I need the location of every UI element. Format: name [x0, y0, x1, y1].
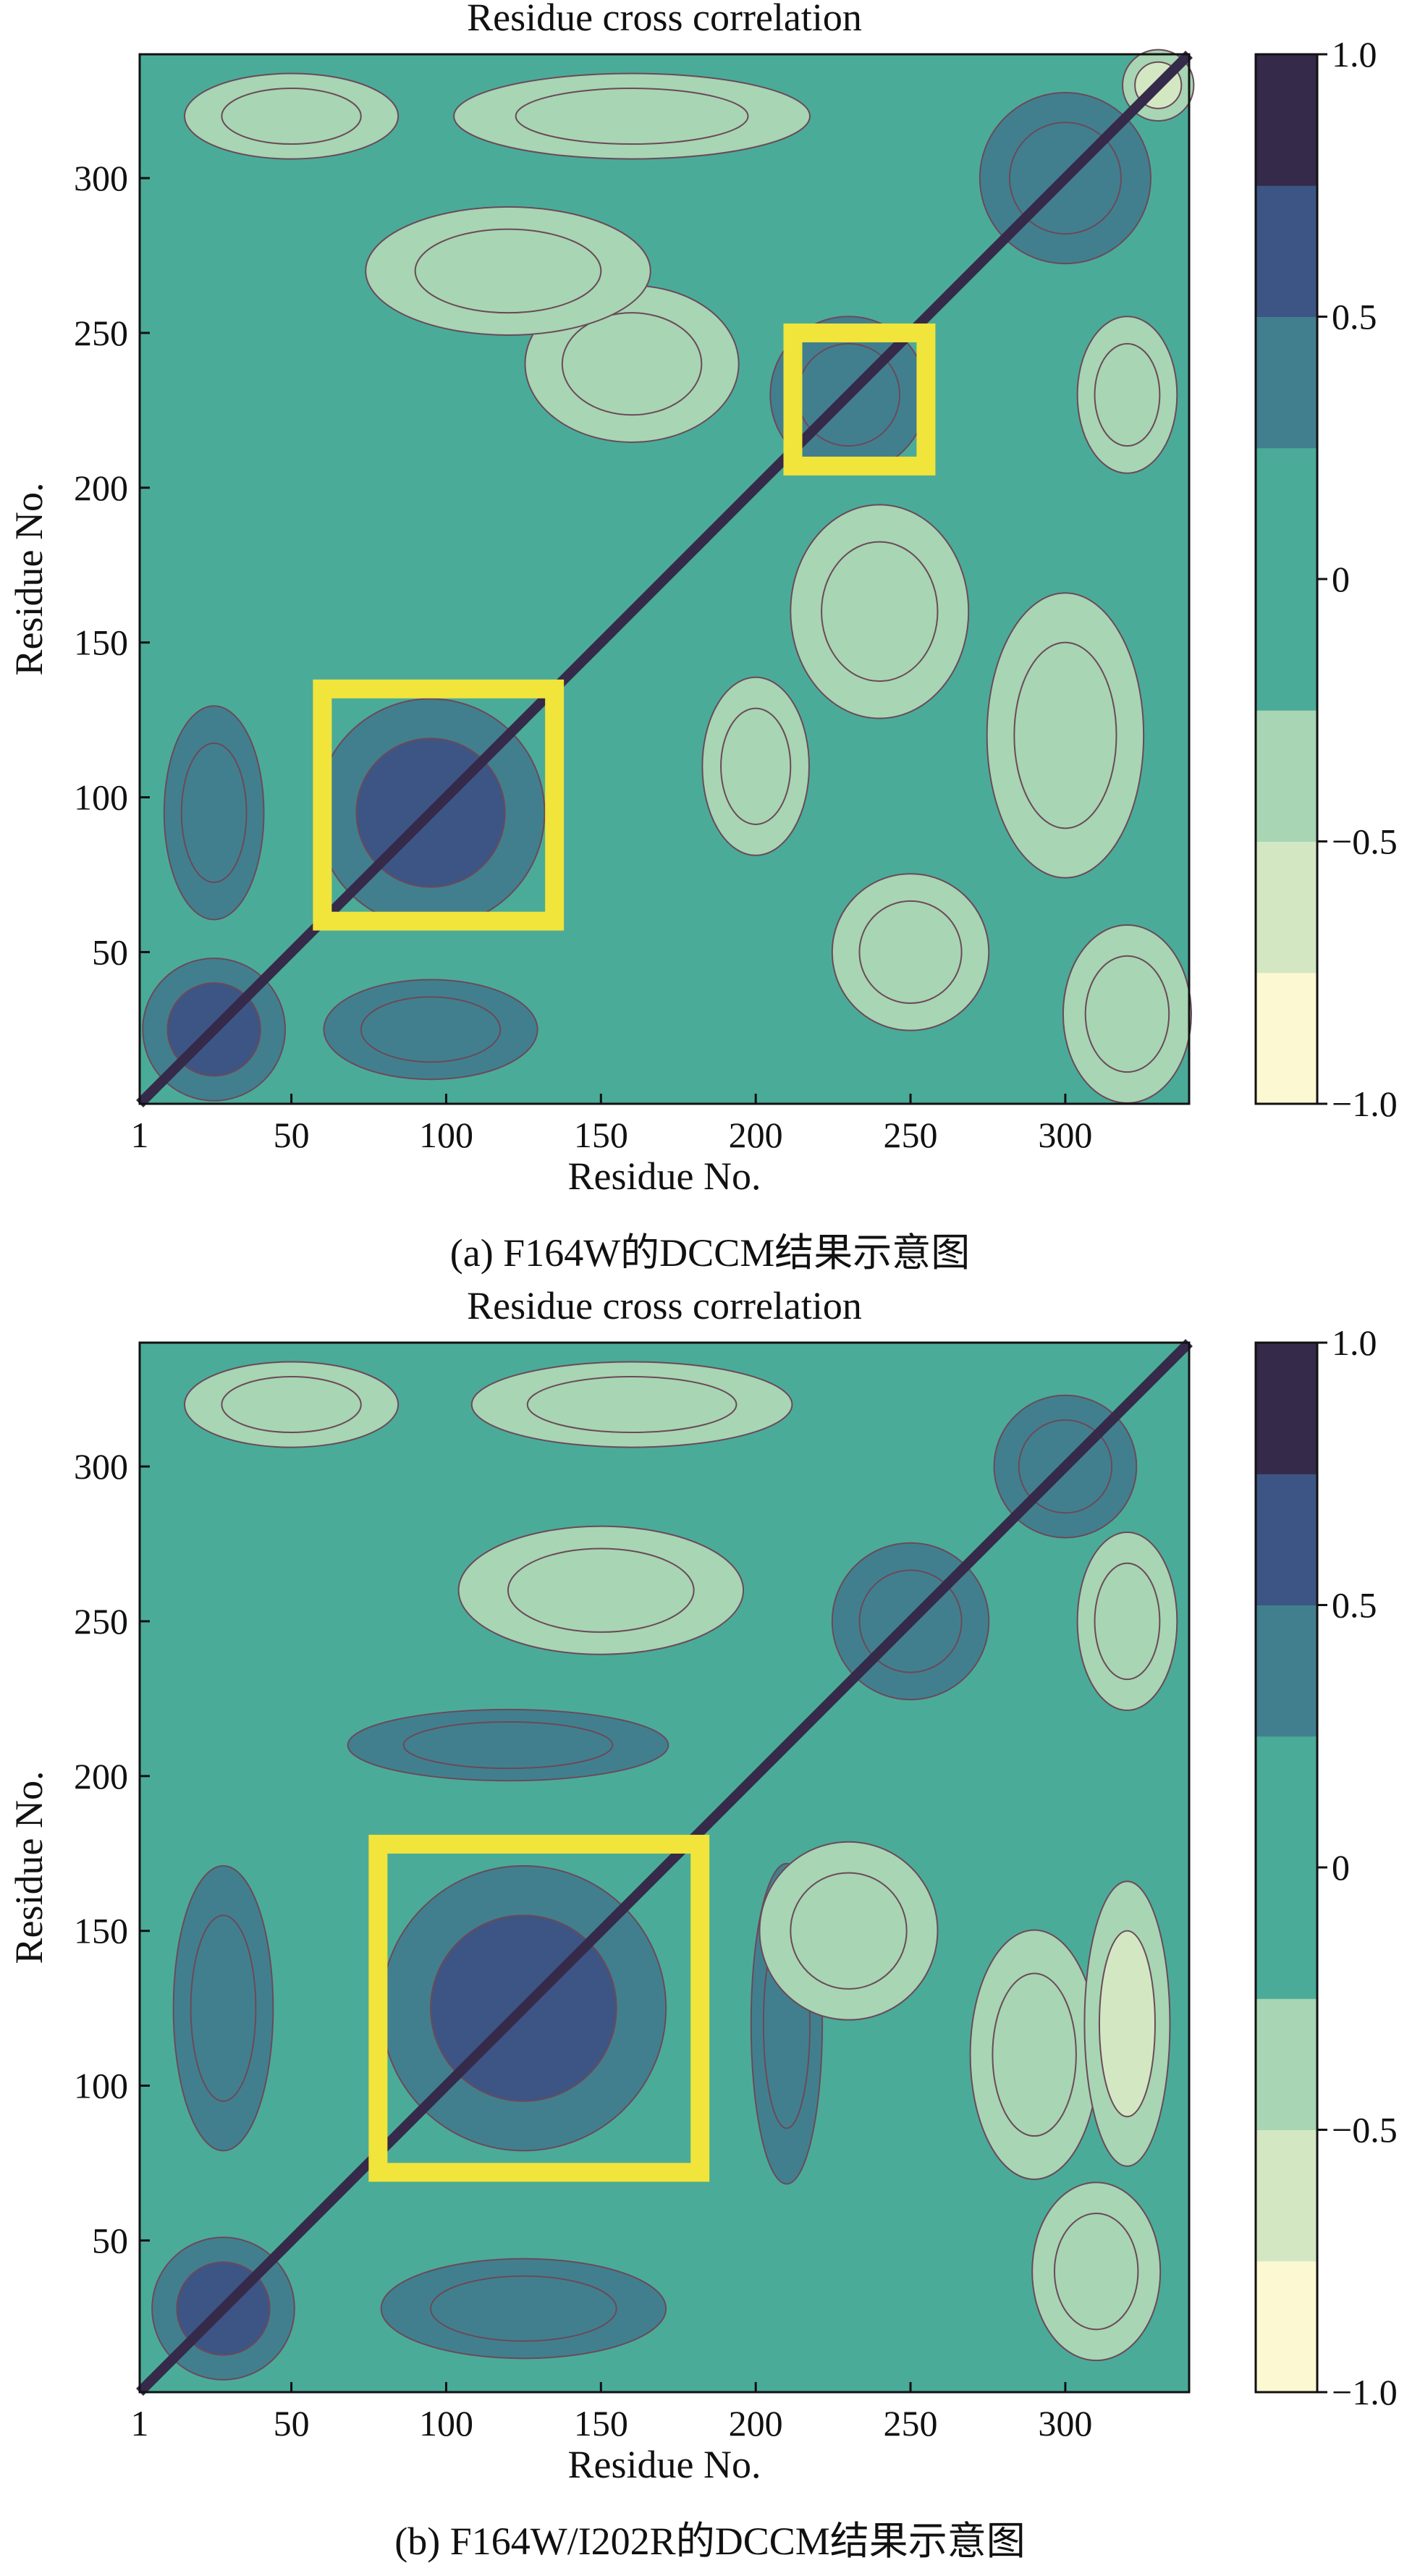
x-tick-label: 50 [274, 2403, 310, 2444]
y-tick-label: 200 [74, 468, 128, 508]
colorbar-tick-label: 0.5 [1332, 1585, 1377, 1626]
chart-title: Residue cross correlation [467, 1288, 862, 1327]
colorbar-tick-label: −0.5 [1332, 2110, 1398, 2150]
x-tick-label: 100 [419, 2403, 473, 2444]
correlation-region [1013, 641, 1117, 829]
x-axis-label: Residue No. [568, 2443, 761, 2486]
colorbar-segment [1256, 1474, 1317, 1605]
colorbar-segment [1256, 2129, 1317, 2262]
caption-a: (a) F164W的DCCM结果示意图 [449, 1231, 971, 1275]
y-tick-label: 50 [92, 932, 128, 972]
colorbar-segment [1256, 185, 1317, 317]
correlation-region [1094, 342, 1161, 447]
correlation-region [1053, 2212, 1139, 2331]
colorbar-tick-label: −0.5 [1332, 822, 1398, 862]
plot-frame [138, 1341, 1191, 2394]
colorbar-segment [1256, 972, 1317, 1105]
dccm-panel-b: Residue cross correlation 1 50 100 150 200 250… [0, 1288, 1420, 2576]
colorbar-segment [1256, 54, 1317, 186]
y-tick-label: 300 [74, 1446, 128, 1487]
correlation-region [526, 1376, 738, 1434]
correlation-region [430, 2275, 617, 2342]
x-tick-label: 1 [131, 1115, 149, 1155]
x-tick-label: 300 [1038, 1115, 1092, 1155]
colorbar-segment [1256, 841, 1317, 974]
caption-b: (b) F164W/I202R的DCCM结果示意图 [394, 2520, 1026, 2563]
colorbar-tick-label: 0 [1332, 559, 1350, 599]
y-tick-label: 50 [92, 2220, 128, 2260]
correlation-region [360, 996, 502, 1063]
colorbar-tick-label: −1.0 [1332, 2372, 1398, 2412]
correlation-region [221, 88, 362, 145]
y-axis-label: Residue No. [7, 483, 51, 676]
correlation-region [720, 707, 792, 825]
y-tick-label: 200 [74, 1756, 128, 1796]
correlation-region [561, 312, 703, 416]
correlation-region [821, 541, 939, 683]
x-axis-label: Residue No. [568, 1154, 761, 1198]
colorbar-segment [1256, 447, 1317, 580]
correlation-region [992, 1972, 1077, 2137]
colorbar-segment [1256, 710, 1317, 842]
dccm-panel-a: Residue cross correlation 1 50 100 150 200 250… [7, 0, 1398, 1275]
correlation-region [790, 1872, 908, 1990]
y-axis-label: Residue No. [7, 1771, 51, 1964]
correlation-region [858, 900, 963, 1004]
colorbar-segment [1256, 316, 1317, 449]
x-tick-label: 1 [131, 2403, 149, 2444]
correlation-region [515, 88, 749, 145]
y-tick-label: 150 [74, 622, 128, 663]
colorbar-segment [1256, 579, 1317, 711]
x-tick-label: 150 [574, 1115, 628, 1155]
y-tick-label: 100 [74, 777, 128, 818]
x-tick-label: 150 [574, 2403, 628, 2444]
highlight-box [368, 1834, 710, 2182]
correlation-region [180, 742, 248, 884]
correlation-region [402, 1720, 614, 1770]
y-tick-label: 150 [74, 1911, 128, 1951]
x-tick-label: 200 [729, 2403, 783, 2444]
correlation-region [507, 1547, 695, 1633]
colorbar-tick-label: −1.0 [1332, 1084, 1398, 1124]
colorbar-tick-label: 1.0 [1332, 1322, 1377, 1363]
colorbar-segment [1256, 1736, 1317, 1868]
colorbar-segment [1256, 1998, 1317, 2130]
colorbar: 1.0 0.5 0 −0.5 −1.0 [1254, 34, 1398, 1124]
x-tick-label: 50 [274, 1115, 310, 1155]
correlation-region [1098, 1930, 1156, 2118]
correlation-region [190, 1914, 257, 2102]
colorbar-segment [1256, 1605, 1317, 1737]
y-tick-label: 100 [74, 2066, 128, 2106]
highlight-box [313, 679, 565, 931]
diagonal-self-correlation [136, 1339, 1193, 2396]
y-tick-label: 250 [74, 1601, 128, 1642]
x-tick-label: 100 [419, 1115, 473, 1155]
x-tick-label: 200 [729, 1115, 783, 1155]
chart-title: Residue cross correlation [467, 0, 862, 39]
colorbar-tick-label: 1.0 [1332, 34, 1377, 75]
colorbar-tick-label: 0 [1332, 1847, 1350, 1888]
colorbar-segment [1256, 1343, 1317, 1474]
highlight-box [783, 323, 936, 476]
colorbar-segment [1256, 2260, 1317, 2393]
colorbar: 1.0 0.5 0 −0.5 −1.0 [1254, 1322, 1398, 2412]
x-tick-label: 250 [884, 1115, 938, 1155]
colorbar-tick-label: 0.5 [1332, 297, 1377, 337]
correlation-region [221, 1376, 362, 1434]
y-tick-label: 300 [74, 158, 128, 198]
x-tick-label: 250 [884, 2403, 938, 2444]
y-tick-label: 250 [74, 313, 128, 353]
x-tick-label: 300 [1038, 2403, 1092, 2444]
plot-frame [138, 53, 1191, 1105]
correlation-region [414, 228, 602, 314]
colorbar-segment [1256, 1867, 1317, 1999]
correlation-region [1084, 955, 1170, 1073]
correlation-region [1094, 1562, 1161, 1681]
